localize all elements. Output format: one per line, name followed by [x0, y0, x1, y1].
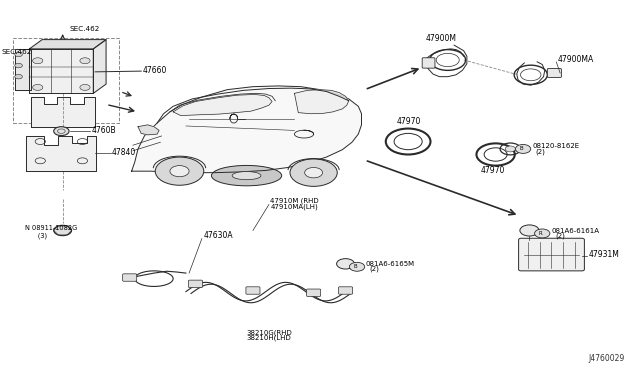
Circle shape — [156, 157, 204, 185]
Text: 47910MA(LH): 47910MA(LH) — [270, 203, 318, 210]
Circle shape — [290, 159, 337, 186]
Circle shape — [520, 225, 539, 236]
FancyBboxPatch shape — [188, 280, 202, 288]
Text: 47931M: 47931M — [588, 250, 619, 259]
FancyBboxPatch shape — [339, 287, 353, 294]
Text: B: B — [519, 146, 523, 151]
FancyBboxPatch shape — [123, 274, 137, 281]
Circle shape — [33, 58, 43, 64]
Text: SEC.462: SEC.462 — [69, 26, 99, 32]
Text: J4760029: J4760029 — [588, 354, 625, 363]
FancyBboxPatch shape — [246, 287, 260, 294]
Circle shape — [15, 74, 22, 79]
Polygon shape — [15, 49, 31, 90]
Text: 47970: 47970 — [397, 117, 421, 126]
Polygon shape — [29, 49, 93, 93]
Bar — [13, 38, 119, 123]
Circle shape — [33, 84, 43, 90]
FancyBboxPatch shape — [307, 289, 321, 296]
Polygon shape — [138, 125, 159, 135]
Polygon shape — [31, 97, 95, 128]
Text: 47840: 47840 — [112, 148, 136, 157]
Polygon shape — [93, 39, 106, 93]
Polygon shape — [26, 136, 97, 171]
Circle shape — [80, 58, 90, 64]
Text: 4760B: 4760B — [92, 126, 116, 135]
Polygon shape — [29, 39, 106, 49]
FancyBboxPatch shape — [422, 58, 435, 68]
Circle shape — [305, 167, 323, 178]
Circle shape — [80, 84, 90, 90]
Text: SEC.462: SEC.462 — [2, 49, 33, 55]
Text: 081A6-6165M: 081A6-6165M — [366, 261, 415, 267]
FancyBboxPatch shape — [518, 238, 584, 271]
Ellipse shape — [232, 171, 261, 180]
Text: 47900MA: 47900MA — [557, 55, 594, 64]
Text: 47900M: 47900M — [426, 34, 456, 43]
Polygon shape — [132, 86, 362, 173]
Text: (2): (2) — [370, 266, 380, 272]
Circle shape — [337, 259, 355, 269]
Circle shape — [349, 262, 365, 271]
Circle shape — [505, 146, 515, 152]
Text: N 08911-1082G
      (3): N 08911-1082G (3) — [25, 225, 77, 239]
Text: 08120-8162E: 08120-8162E — [532, 143, 579, 149]
Circle shape — [15, 63, 22, 68]
Text: (2): (2) — [555, 233, 565, 240]
Text: 47630A: 47630A — [204, 231, 234, 240]
Text: (2): (2) — [536, 148, 546, 155]
Text: 081A6-6161A: 081A6-6161A — [551, 228, 599, 234]
Circle shape — [54, 225, 72, 235]
Text: 38210H(LHD: 38210H(LHD — [246, 335, 291, 341]
Polygon shape — [173, 94, 272, 116]
Polygon shape — [294, 90, 349, 114]
Text: 47910M (RHD: 47910M (RHD — [270, 198, 319, 204]
Circle shape — [54, 127, 69, 136]
Circle shape — [15, 52, 22, 57]
Text: 38210G(RHD: 38210G(RHD — [246, 329, 292, 336]
FancyBboxPatch shape — [547, 68, 561, 77]
Circle shape — [170, 166, 189, 177]
Text: 47660: 47660 — [143, 66, 167, 75]
Circle shape — [534, 229, 550, 238]
Text: 47970: 47970 — [481, 166, 506, 176]
Text: R: R — [538, 231, 542, 235]
Text: B: B — [354, 264, 358, 269]
Circle shape — [515, 144, 531, 153]
Ellipse shape — [211, 166, 282, 186]
